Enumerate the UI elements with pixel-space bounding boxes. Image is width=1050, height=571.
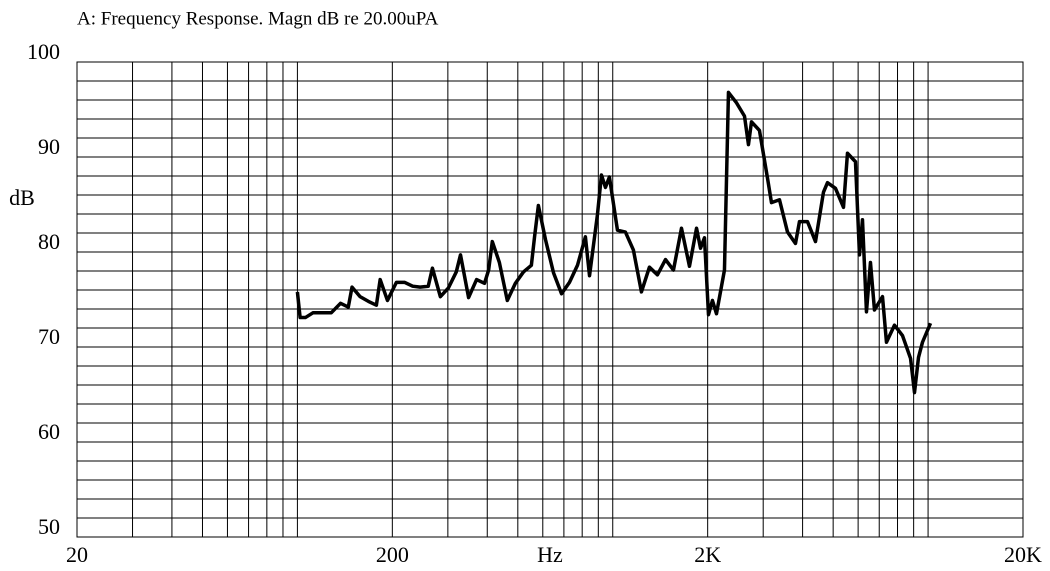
y-tick-label: 80	[38, 229, 60, 254]
y-tick-label: 90	[38, 134, 60, 159]
x-tick-label: 200	[376, 542, 409, 567]
y-tick-label: 70	[38, 324, 60, 349]
y-tick-label: 60	[38, 419, 60, 444]
y-axis-label: dB	[9, 185, 35, 210]
y-tick-label: 100	[27, 39, 60, 64]
y-tick-label: 50	[38, 514, 60, 539]
x-tick-label: 20K	[1004, 542, 1042, 567]
x-axis-label: Hz	[537, 542, 563, 567]
x-tick-label: 2K	[694, 542, 721, 567]
data-line	[295, 90, 933, 395]
chart-title: A: Frequency Response. Magn dB re 20.00u…	[77, 8, 439, 29]
x-tick-label: 20	[66, 542, 88, 567]
plot-frame	[76, 61, 1024, 538]
